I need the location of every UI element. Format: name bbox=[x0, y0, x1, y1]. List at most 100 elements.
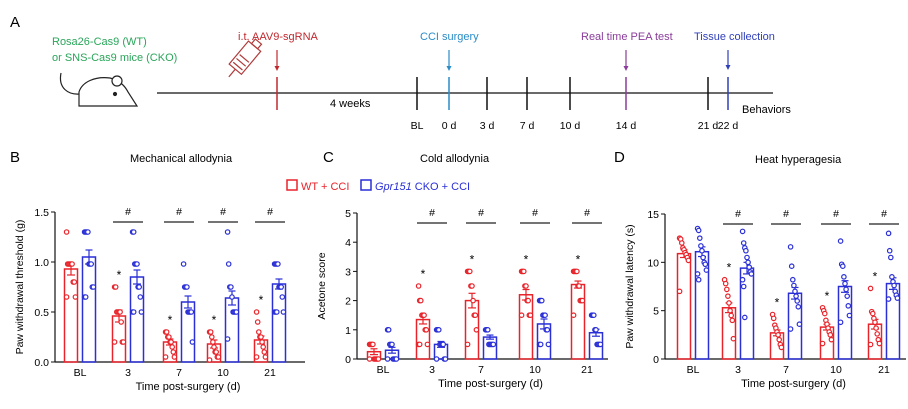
significance-star: * bbox=[727, 261, 732, 275]
data-point bbox=[819, 340, 826, 347]
chart-title: Heat hyperagesia bbox=[755, 154, 842, 166]
data-point bbox=[795, 303, 802, 310]
panel-label-b: B bbox=[10, 149, 20, 166]
data-point bbox=[730, 335, 737, 342]
data-point bbox=[726, 300, 732, 306]
data-point bbox=[440, 341, 447, 348]
x-tick-label: BL bbox=[687, 364, 700, 376]
data-point bbox=[134, 261, 140, 267]
significance-star: * bbox=[873, 269, 878, 283]
data-point bbox=[867, 285, 874, 292]
data-point bbox=[727, 307, 733, 314]
data-point bbox=[846, 312, 853, 319]
y-axis-label: Paw withdrawal threshold (g) bbox=[14, 220, 26, 355]
data-point bbox=[90, 284, 97, 290]
data-point bbox=[112, 284, 119, 290]
data-point bbox=[828, 336, 835, 343]
x-tick-label: 7 bbox=[783, 364, 789, 376]
data-point bbox=[844, 293, 851, 299]
data-point bbox=[120, 339, 127, 345]
data-point bbox=[796, 321, 803, 328]
significance-hash: # bbox=[735, 208, 741, 220]
significance-hash: # bbox=[176, 206, 182, 218]
data-point bbox=[843, 286, 849, 293]
mice-label-line1: Rosa26-Cas9 (WT) bbox=[52, 36, 147, 48]
x-axis-label: Time post-surgery (d) bbox=[136, 381, 241, 393]
cci-label: CCI surgery bbox=[420, 31, 479, 43]
data-point bbox=[224, 229, 231, 235]
data-point bbox=[171, 354, 178, 360]
data-point bbox=[872, 319, 878, 326]
data-point bbox=[525, 297, 532, 304]
data-point bbox=[168, 339, 174, 345]
data-point bbox=[213, 349, 220, 355]
data-point bbox=[722, 280, 729, 287]
data-point bbox=[215, 354, 222, 360]
data-point bbox=[225, 261, 232, 267]
x-axis-label: Time post-surgery (d) bbox=[438, 378, 543, 390]
data-point bbox=[72, 294, 79, 300]
data-point bbox=[579, 297, 586, 304]
data-point bbox=[570, 312, 577, 319]
data-point bbox=[63, 294, 70, 300]
data-point bbox=[206, 357, 213, 363]
panel-label-d: D bbox=[614, 149, 625, 166]
data-point bbox=[590, 312, 597, 319]
syringe-icon bbox=[228, 38, 263, 78]
x-tick-label: BL bbox=[74, 367, 87, 379]
legend-swatch-wt bbox=[286, 179, 298, 191]
data-point bbox=[837, 319, 844, 326]
data-point bbox=[696, 235, 703, 241]
data-point bbox=[789, 276, 796, 283]
significance-hash: # bbox=[267, 206, 273, 218]
data-point bbox=[723, 286, 730, 293]
y-tick-label: 10 bbox=[647, 257, 659, 269]
data-point bbox=[776, 336, 783, 343]
data-point bbox=[841, 274, 847, 280]
data-point bbox=[188, 309, 195, 315]
data-point bbox=[821, 310, 828, 317]
data-point bbox=[435, 326, 442, 333]
data-point bbox=[845, 303, 852, 309]
data-point bbox=[273, 309, 280, 315]
x-tick-label: 10 bbox=[830, 364, 842, 376]
data-point bbox=[275, 261, 281, 267]
data-point bbox=[873, 325, 879, 331]
data-point bbox=[728, 312, 735, 319]
data-point bbox=[676, 288, 683, 295]
data-point bbox=[209, 334, 215, 340]
data-point bbox=[770, 315, 777, 322]
pea-label: Real time PEA test bbox=[581, 31, 673, 43]
bar-wt bbox=[415, 318, 431, 360]
x-tick-label: 21 bbox=[878, 364, 890, 376]
y-axis-label: Paw withdrawal latency (s) bbox=[624, 224, 636, 348]
data-point bbox=[417, 297, 424, 304]
y-tick-label: 2 bbox=[345, 296, 351, 308]
significance-star: * bbox=[576, 252, 581, 266]
data-point bbox=[886, 247, 893, 254]
data-point bbox=[869, 310, 876, 317]
data-point bbox=[385, 326, 392, 333]
x-tick-label: 3 bbox=[735, 364, 741, 376]
significance-hash: # bbox=[532, 207, 538, 219]
timeline-tick-label: 10 d bbox=[560, 120, 581, 132]
aav-label: i.t. AAV9-sgRNA bbox=[238, 31, 319, 43]
data-point bbox=[537, 341, 544, 348]
x-tick-label: 7 bbox=[176, 367, 182, 379]
mouse-icon bbox=[59, 72, 139, 107]
data-point bbox=[262, 354, 269, 360]
tissue-label: Tissue collection bbox=[694, 31, 775, 43]
data-point bbox=[464, 341, 471, 348]
data-point bbox=[469, 283, 475, 289]
data-point bbox=[542, 312, 548, 319]
data-point bbox=[279, 294, 286, 300]
data-point bbox=[520, 268, 527, 275]
data-point bbox=[170, 349, 177, 355]
data-point bbox=[894, 295, 901, 301]
data-point bbox=[787, 326, 794, 332]
data-point bbox=[791, 282, 797, 289]
significance-star: * bbox=[775, 296, 780, 310]
data-point bbox=[88, 261, 95, 267]
significance-hash: # bbox=[584, 207, 590, 219]
y-tick-label: 1.5 bbox=[34, 207, 49, 219]
